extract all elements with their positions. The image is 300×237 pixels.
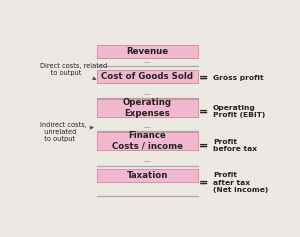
Bar (97, 132, 198, 150)
Text: Indirect costs,
  unrelated
  to output: Indirect costs, unrelated to output (40, 123, 93, 142)
Text: Profit
after tax
(Net income): Profit after tax (Net income) (213, 172, 268, 193)
Text: Finance
Costs / income: Finance Costs / income (112, 131, 183, 150)
Bar (97, 169, 198, 182)
Text: Taxation: Taxation (127, 171, 168, 180)
Text: Gross profit: Gross profit (213, 75, 264, 81)
Bar (97, 45, 198, 58)
Text: Operating
Profit (EBIT): Operating Profit (EBIT) (213, 105, 265, 118)
Text: Revenue: Revenue (126, 47, 168, 56)
Text: −: − (143, 123, 152, 133)
Text: =: = (199, 73, 208, 83)
Text: Direct costs, related
     to output: Direct costs, related to output (40, 63, 107, 80)
Text: Cost of Goods Sold: Cost of Goods Sold (101, 72, 194, 81)
Text: −: − (143, 90, 152, 100)
Text: Operating
Expenses: Operating Expenses (123, 98, 172, 118)
Text: Profit
before tax: Profit before tax (213, 139, 257, 152)
Text: −: − (143, 157, 152, 167)
Text: −: − (143, 58, 152, 68)
Bar (97, 70, 198, 83)
Text: =: = (199, 178, 208, 188)
Text: =: = (199, 106, 208, 116)
Bar (97, 99, 198, 117)
Text: =: = (199, 141, 208, 150)
